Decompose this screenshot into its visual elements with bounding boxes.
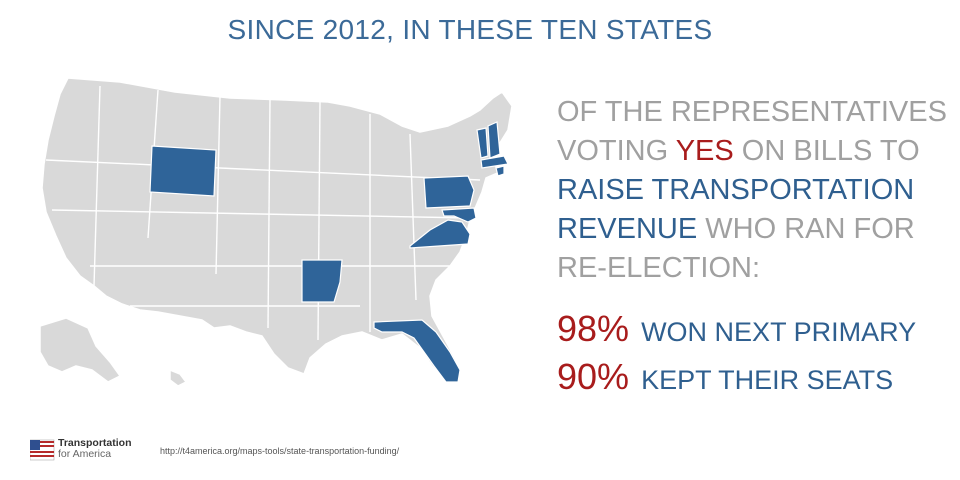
stat-primary-percent: 98% [557, 308, 630, 349]
flag-logo-icon [30, 439, 55, 461]
statement-part3: WHO RAN FOR RE-ELECTION: [557, 213, 915, 284]
statement-text: OF THE REPRESENTATIVES VOTING YES ON BIL… [557, 93, 957, 288]
statement-part1: OF THE REPRESENTATIVES VOTING [557, 96, 947, 167]
us-map [39, 77, 513, 387]
state-vermont [476, 127, 489, 159]
state-new-hampshire [487, 121, 501, 159]
stat-seats-label: KEPT THEIR SEATS [641, 365, 894, 395]
state-maryland [441, 207, 477, 223]
logo-line2: for America [58, 448, 112, 460]
source-url[interactable]: http://t4america.org/maps-tools/state-tr… [160, 446, 400, 456]
stat-seats: 90% KEPT THEIR SEATS [557, 356, 893, 398]
stat-primary: 98% WON NEXT PRIMARY [557, 308, 916, 350]
stat-primary-label: WON NEXT PRIMARY [641, 317, 917, 347]
state-wyoming [149, 145, 217, 197]
state-massachusetts [480, 155, 509, 169]
headline: SINCE 2012, IN THESE TEN STATES [227, 14, 713, 45]
state-virginia [409, 219, 471, 249]
state-pennsylvania [423, 175, 475, 209]
state-florida [373, 319, 461, 383]
state-rhode-island [495, 165, 505, 177]
hawaii-shape [169, 369, 187, 387]
state-arkansas [301, 259, 343, 303]
statement-part2: ON BILLS TO [733, 135, 920, 167]
alaska-shape [39, 317, 121, 383]
logo-line1: Transportation [58, 437, 132, 449]
statement-yes: YES [675, 135, 734, 167]
stat-seats-percent: 90% [557, 356, 630, 397]
statement-highlight: RAISE TRANSPORTATION REVENUE [557, 174, 915, 245]
logo-text: Transportation for America [58, 438, 132, 460]
